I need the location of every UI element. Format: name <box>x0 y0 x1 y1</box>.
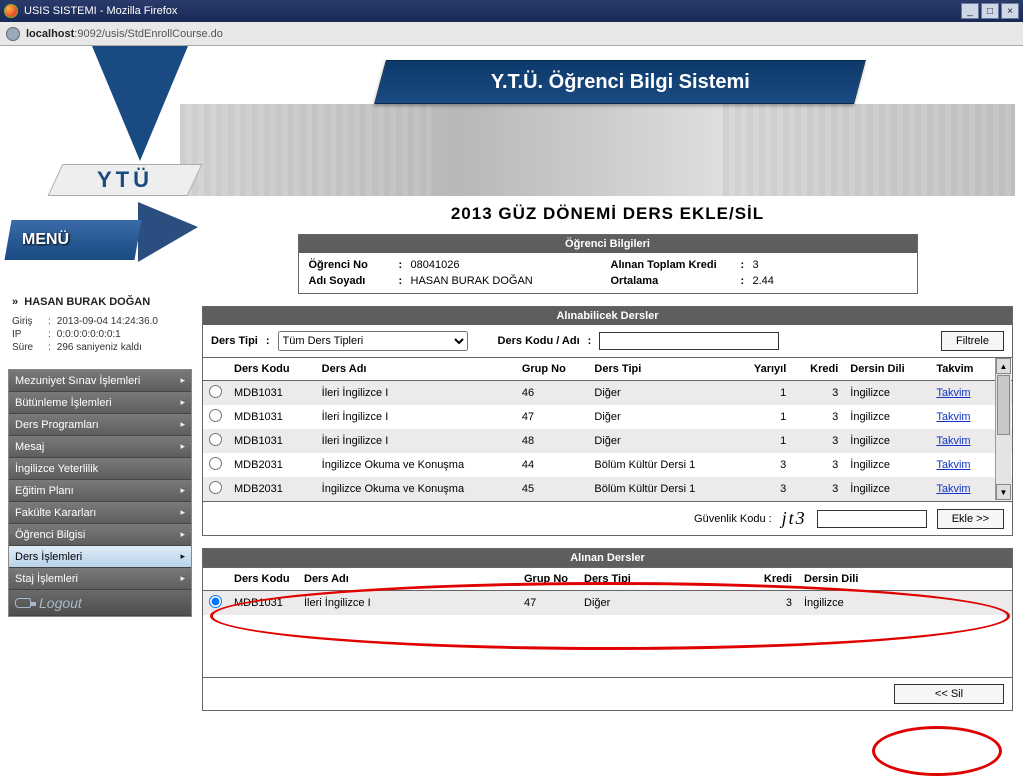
page-banner: Y.T.Ü. Öğrenci Bilgi Sistemi YTÜ <box>0 46 1023 196</box>
ytu-logo-tab: YTÜ <box>48 164 203 196</box>
course-row: MDB1031İleri İngilizce I48Diğer13İngiliz… <box>203 429 1012 453</box>
nav-item[interactable]: Fakülte Kararları▸ <box>9 502 191 524</box>
nav-item[interactable]: Staj İşlemleri▸ <box>9 568 191 590</box>
nav-item[interactable]: Ders İşlemleri▸ <box>9 546 191 568</box>
taken-courses-panel: Alınan Dersler Ders Kodu Ders Adı Grup N… <box>202 548 1013 711</box>
globe-icon <box>6 27 20 41</box>
logout-button[interactable]: Logout <box>9 590 191 616</box>
scroll-up-button[interactable]: ▲ <box>996 358 1011 374</box>
scroll-down-button[interactable]: ▼ <box>996 484 1011 500</box>
window-title: USIS SISTEMI - Mozilla Firefox <box>24 5 177 17</box>
course-row: MDB2031İngilizce Okuma ve Konuşma45Bölüm… <box>203 477 1012 501</box>
window-titlebar: USIS SISTEMI - Mozilla Firefox _ □ × <box>0 0 1023 22</box>
nav-item[interactable]: Ders Programları▸ <box>9 414 191 436</box>
key-icon <box>15 598 31 608</box>
nav-item[interactable]: Mezuniyet Sınav İşlemleri▸ <box>9 370 191 392</box>
student-info-panel: Öğrenci Bilgileri Öğrenci No:08041026 Al… <box>298 234 918 294</box>
login-time: 2013-09-04 14:24:36.0 <box>57 316 158 327</box>
nav-item[interactable]: Eğitim Planı▸ <box>9 480 191 502</box>
available-courses-header: Alınabilicek Dersler <box>203 307 1012 325</box>
course-select-radio[interactable] <box>209 409 222 422</box>
course-select-radio[interactable] <box>209 481 222 494</box>
nav-item[interactable]: Öğrenci Bilgisi▸ <box>9 524 191 546</box>
firefox-icon <box>4 4 18 18</box>
calendar-link[interactable]: Takvim <box>936 387 970 399</box>
student-name: HASAN BURAK DOĞAN <box>411 275 611 287</box>
gpa: 2.44 <box>753 275 813 287</box>
calendar-link[interactable]: Takvim <box>936 435 970 447</box>
annotation-ellipse-small <box>872 726 1002 776</box>
maximize-button[interactable]: □ <box>981 3 999 19</box>
url-display[interactable]: localhost:9092/usis/StdEnrollCourse.do <box>26 28 1017 40</box>
remove-course-button[interactable]: << Sil <box>894 684 1004 704</box>
calendar-link[interactable]: Takvim <box>936 459 970 471</box>
available-courses-panel: Alınabilicek Dersler Ders Tipi : Tüm Der… <box>202 306 1013 536</box>
student-no: 08041026 <box>411 259 611 271</box>
course-row: MDB2031İngilizce Okuma ve Konuşma44Bölüm… <box>203 453 1012 477</box>
banner-arrow-decoration <box>92 46 188 161</box>
filter-button[interactable]: Filtrele <box>941 331 1004 351</box>
nav-item[interactable]: Mesaj▸ <box>9 436 191 458</box>
nav-menu: Mezuniyet Sınav İşlemleri▸Bütünleme İşle… <box>8 369 192 617</box>
taken-courses-table: Ders Kodu Ders Adı Grup No Ders Tipi Kre… <box>203 567 1012 615</box>
taken-course-row: MDB1031İleri İngilizce I47Diğer3İngilizc… <box>203 591 1012 616</box>
course-row: MDB1031İleri İngilizce I47Diğer13İngiliz… <box>203 405 1012 429</box>
ip-address: 0:0:0:0:0:0:0:1 <box>57 329 121 340</box>
banner-photo-strip <box>180 104 1015 196</box>
banner-title-ribbon: Y.T.Ü. Öğrenci Bilgi Sistemi <box>374 60 866 104</box>
course-select-radio[interactable] <box>209 457 222 470</box>
taken-select-radio[interactable] <box>209 595 222 608</box>
calendar-link[interactable]: Takvim <box>936 411 970 423</box>
minimize-button[interactable]: _ <box>961 3 979 19</box>
course-code-input[interactable] <box>599 332 779 350</box>
calendar-link[interactable]: Takvim <box>936 483 970 495</box>
session-time: 296 saniyeniz kaldı <box>57 342 142 353</box>
close-button[interactable]: × <box>1001 3 1019 19</box>
captcha-code: jt3 <box>782 508 807 529</box>
user-info-box: » HASAN BURAK DOĞAN Giriş:2013-09-04 14:… <box>8 290 192 361</box>
course-select-radio[interactable] <box>209 433 222 446</box>
captcha-input[interactable] <box>817 510 927 528</box>
course-select-radio[interactable] <box>209 385 222 398</box>
nav-item[interactable]: Bütünleme İşlemleri▸ <box>9 392 191 414</box>
student-info-header: Öğrenci Bilgileri <box>299 235 917 253</box>
nav-item[interactable]: İngilizce Yeterlilik <box>9 458 191 480</box>
table-scrollbar[interactable]: ▲ ▼ <box>995 358 1011 500</box>
add-course-button[interactable]: Ekle >> <box>937 509 1004 529</box>
course-type-select[interactable]: Tüm Ders Tipleri <box>278 331 468 351</box>
page-title: 2013 GÜZ DÖNEMİ DERS EKLE/SİL <box>202 204 1013 224</box>
user-name: HASAN BURAK DOĞAN <box>24 296 150 308</box>
taken-courses-header: Alınan Dersler <box>203 549 1012 567</box>
available-courses-table: Ders Kodu Ders Adı Grup No Ders Tipi Yar… <box>203 357 1012 501</box>
course-row: MDB1031İleri İngilizce I46Diğer13İngiliz… <box>203 381 1012 406</box>
scroll-thumb[interactable] <box>997 375 1010 435</box>
total-credit: 3 <box>753 259 813 271</box>
address-bar: localhost:9092/usis/StdEnrollCourse.do <box>0 22 1023 46</box>
menu-header: MENÜ <box>8 202 192 272</box>
